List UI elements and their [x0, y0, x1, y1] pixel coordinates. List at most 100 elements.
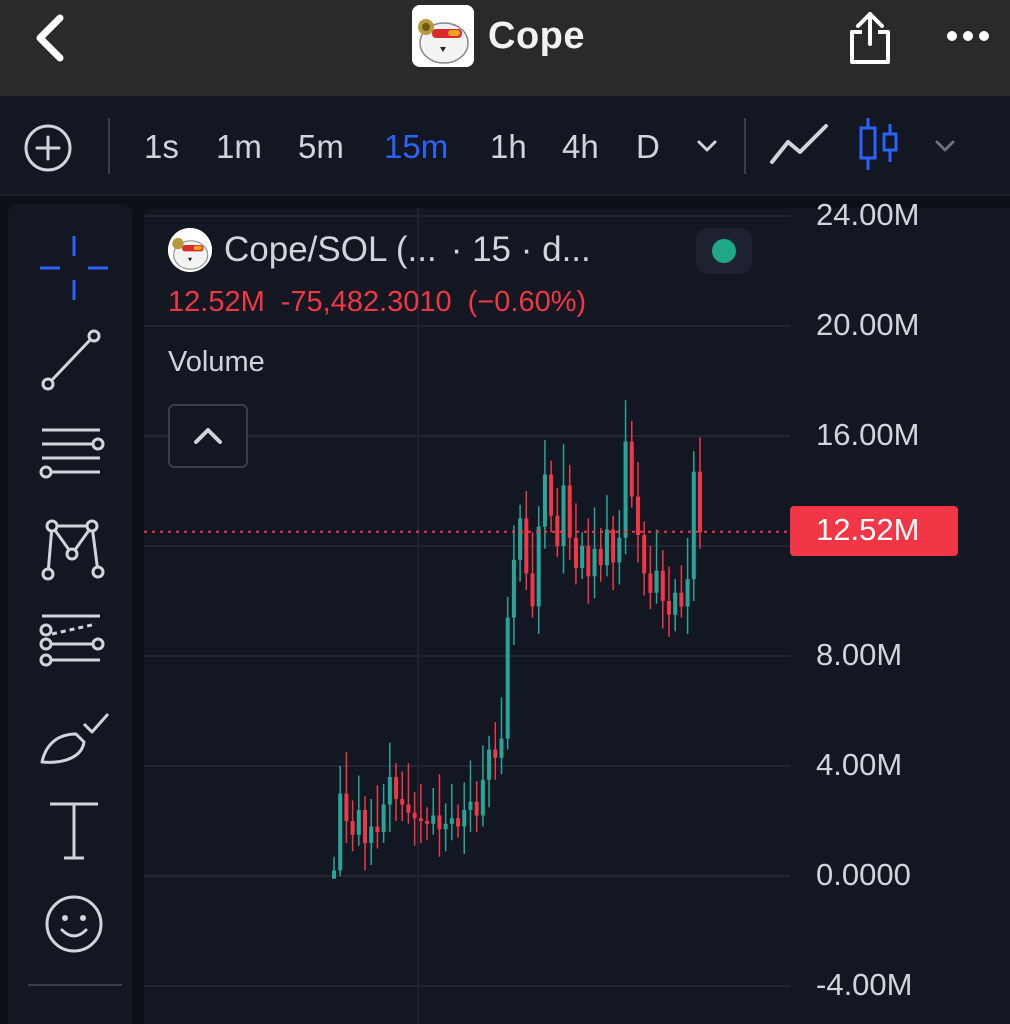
- share-button[interactable]: [842, 6, 898, 68]
- market-status-badge[interactable]: [696, 228, 752, 274]
- candle-down: [698, 471, 702, 533]
- candle-down: [573, 537, 578, 568]
- price-axis-tick: -4.00M: [816, 967, 913, 1002]
- legend-price: 12.52M: [168, 286, 265, 318]
- candle-up: [387, 777, 392, 805]
- brush-icon: [40, 713, 110, 764]
- token-header: Cope: [412, 4, 585, 68]
- timeframe-1s[interactable]: 1s: [144, 128, 179, 165]
- candle-down: [412, 812, 417, 819]
- timeframe-1h[interactable]: 1h: [490, 128, 527, 165]
- prediction-tool[interactable]: [36, 604, 112, 680]
- candle-down: [394, 777, 399, 799]
- candle-down: [648, 573, 653, 593]
- candle-up: [505, 617, 510, 739]
- fib-retracement-tool[interactable]: [36, 416, 112, 492]
- candle-up: [499, 738, 504, 758]
- chart-pane[interactable]: [144, 208, 1010, 1024]
- candle-up: [617, 537, 622, 563]
- candle-up: [518, 518, 523, 560]
- text-tool[interactable]: [36, 794, 112, 870]
- candle-down: [474, 801, 479, 816]
- legend-change: -75,482.3010: [280, 286, 452, 318]
- candle-up: [487, 749, 492, 780]
- plus-circle-icon: [24, 124, 72, 172]
- last-price-label: 12.52M: [816, 512, 920, 547]
- collapse-indicators-button[interactable]: [168, 404, 248, 468]
- price-axis-tick: 16.00M: [816, 417, 920, 452]
- price-axis-tick: 0.0000: [816, 857, 911, 892]
- pattern-tool[interactable]: [36, 510, 112, 586]
- candle-up: [431, 815, 436, 824]
- candle-down: [524, 518, 529, 574]
- candle-up: [592, 548, 597, 577]
- timeframe-dropdown[interactable]: [692, 132, 722, 160]
- timeframe-4h[interactable]: 4h: [562, 128, 599, 165]
- candle-down: [400, 799, 405, 805]
- candle-up: [604, 529, 609, 566]
- timeframe-15m[interactable]: 15m: [384, 128, 449, 165]
- candle-up: [480, 779, 485, 816]
- legend-token-avatar: [168, 228, 212, 272]
- candle-up: [511, 559, 516, 618]
- candle-up: [338, 793, 343, 871]
- candle-down: [642, 535, 647, 574]
- more-button[interactable]: [940, 18, 996, 54]
- timeframe-1m[interactable]: 1m: [216, 128, 262, 165]
- candle-down: [437, 815, 442, 830]
- text-icon: [50, 802, 98, 860]
- candle-down: [425, 821, 430, 824]
- timeframe-d[interactable]: D: [636, 128, 660, 165]
- candle-up: [468, 801, 473, 810]
- fib-retracement-icon: [39, 428, 105, 479]
- crosshair-icon: [40, 236, 108, 300]
- live-status-icon: [712, 239, 736, 263]
- chart-grid: [144, 215, 790, 987]
- trend-line-tool[interactable]: [36, 322, 112, 398]
- toolbar-divider: [744, 118, 746, 174]
- price-axis-tick: 4.00M: [816, 747, 903, 782]
- drawing-toolbar-panel: [8, 204, 132, 1024]
- candle-up: [654, 570, 659, 593]
- emoji-tool[interactable]: [36, 886, 112, 962]
- symbol-name[interactable]: Cope/SOL (...: [224, 230, 437, 269]
- candle-down: [629, 441, 634, 497]
- candle-up: [542, 474, 547, 527]
- emoji-icon: [45, 895, 103, 953]
- candle-up: [332, 870, 336, 879]
- candle-down: [530, 573, 535, 607]
- candle-down: [363, 810, 368, 843]
- volume-indicator-label[interactable]: Volume: [168, 346, 265, 378]
- tools-divider: [28, 984, 122, 986]
- candle-up: [580, 546, 585, 568]
- legend-change-pct: (−0.60%): [467, 286, 587, 318]
- line-chart-icon: [770, 124, 828, 164]
- candle-up: [673, 592, 678, 615]
- candlestick-chart[interactable]: [144, 208, 1010, 1024]
- candle-up: [623, 441, 628, 538]
- candle-down: [679, 592, 684, 607]
- candle-down: [586, 546, 591, 577]
- crosshair-tool[interactable]: [36, 230, 112, 306]
- candle-up: [449, 818, 454, 824]
- candle-down: [555, 515, 560, 546]
- timeframe-5m[interactable]: 5m: [298, 128, 344, 165]
- line-chart-button[interactable]: [768, 118, 832, 172]
- candle-down: [598, 548, 603, 566]
- candle-down: [493, 749, 498, 758]
- chart-type-dropdown[interactable]: [930, 132, 960, 160]
- price-axis-tick: 20.00M: [816, 307, 920, 342]
- candle-down: [660, 570, 665, 601]
- chart-toolbar: 1s 1m 5m 15m 1h 4h D: [0, 96, 1010, 196]
- price-axis-tick: 24.00M: [816, 197, 920, 232]
- toolbar-divider: [108, 118, 110, 174]
- top-bar: Cope: [0, 0, 1010, 96]
- candlestick-chart-button[interactable]: [856, 114, 902, 174]
- candle-up: [369, 826, 374, 843]
- price-axis-tick: 8.00M: [816, 637, 903, 672]
- back-button[interactable]: [26, 10, 76, 66]
- add-indicator-button[interactable]: [22, 122, 74, 174]
- brush-tool[interactable]: [36, 700, 112, 776]
- share-icon: [850, 12, 890, 64]
- candle-down: [350, 821, 355, 835]
